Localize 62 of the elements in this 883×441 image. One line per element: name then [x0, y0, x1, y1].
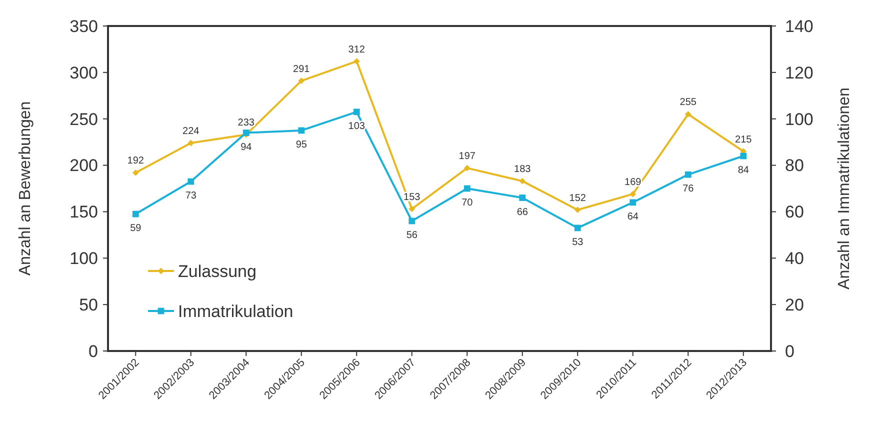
y2-tick-label: 100 [785, 110, 814, 129]
data-label: 66 [516, 206, 528, 218]
y-tick-label: 0 [88, 342, 98, 361]
legend-label: Immatrikulation [178, 302, 294, 321]
data-label: 291 [293, 64, 310, 75]
point [298, 78, 305, 84]
y2-axis-title: Anzahl an Immatrikulationen [836, 88, 853, 290]
point [684, 111, 692, 118]
data-label: 255 [680, 97, 697, 108]
point [132, 170, 139, 176]
y-tick-label: 150 [70, 202, 98, 222]
point [574, 206, 581, 214]
y-tick-label: 300 [70, 63, 98, 82]
point [353, 58, 360, 64]
data-label: 76 [682, 184, 694, 195]
point [684, 171, 692, 178]
data-label: 224 [182, 126, 200, 137]
point [574, 224, 581, 232]
y-tick-label: 350 [70, 16, 98, 36]
y2-tick-label: 40 [785, 249, 804, 268]
data-label: 152 [569, 192, 586, 204]
legend-label: Zulassung [178, 262, 256, 281]
data-label: 192 [127, 156, 144, 167]
data-label: 233 [238, 118, 255, 129]
point [188, 178, 194, 185]
point [132, 210, 139, 218]
point [464, 164, 470, 172]
data-label: 73 [185, 190, 197, 202]
data-label: 59 [130, 223, 142, 234]
point [188, 140, 194, 146]
point [630, 199, 636, 206]
y2-tick-label: 0 [785, 342, 794, 361]
y2-tick-label: 120 [785, 63, 814, 82]
y-tick-label: 200 [70, 156, 98, 176]
point [298, 127, 305, 134]
point [408, 206, 416, 212]
data-label: 312 [348, 44, 366, 56]
point [740, 152, 747, 160]
y-tick-label: 50 [79, 296, 98, 315]
y-tick-label: 250 [70, 110, 98, 129]
y2-tick-label: 80 [785, 156, 804, 176]
y-axis-title: Anzahl an Bewerbungen [17, 101, 34, 276]
point [353, 108, 360, 116]
y2-tick-label: 20 [785, 296, 804, 315]
data-label: 215 [735, 134, 752, 146]
data-label: 53 [572, 236, 584, 248]
point [519, 178, 526, 184]
y2-tick-label: 140 [785, 16, 814, 36]
data-label: 70 [462, 198, 474, 208]
data-label: 183 [514, 164, 532, 176]
point [630, 190, 636, 198]
y2-tick-label: 60 [785, 202, 804, 222]
data-label: 94 [240, 142, 252, 153]
y-tick-label: 100 [70, 249, 98, 268]
data-label: 95 [296, 139, 308, 150]
point [408, 218, 416, 224]
data-label: 64 [627, 211, 639, 222]
data-label: 197 [458, 151, 476, 162]
data-label: 56 [406, 230, 418, 241]
point [519, 194, 526, 201]
point [464, 185, 470, 192]
data-label: 84 [738, 165, 750, 176]
